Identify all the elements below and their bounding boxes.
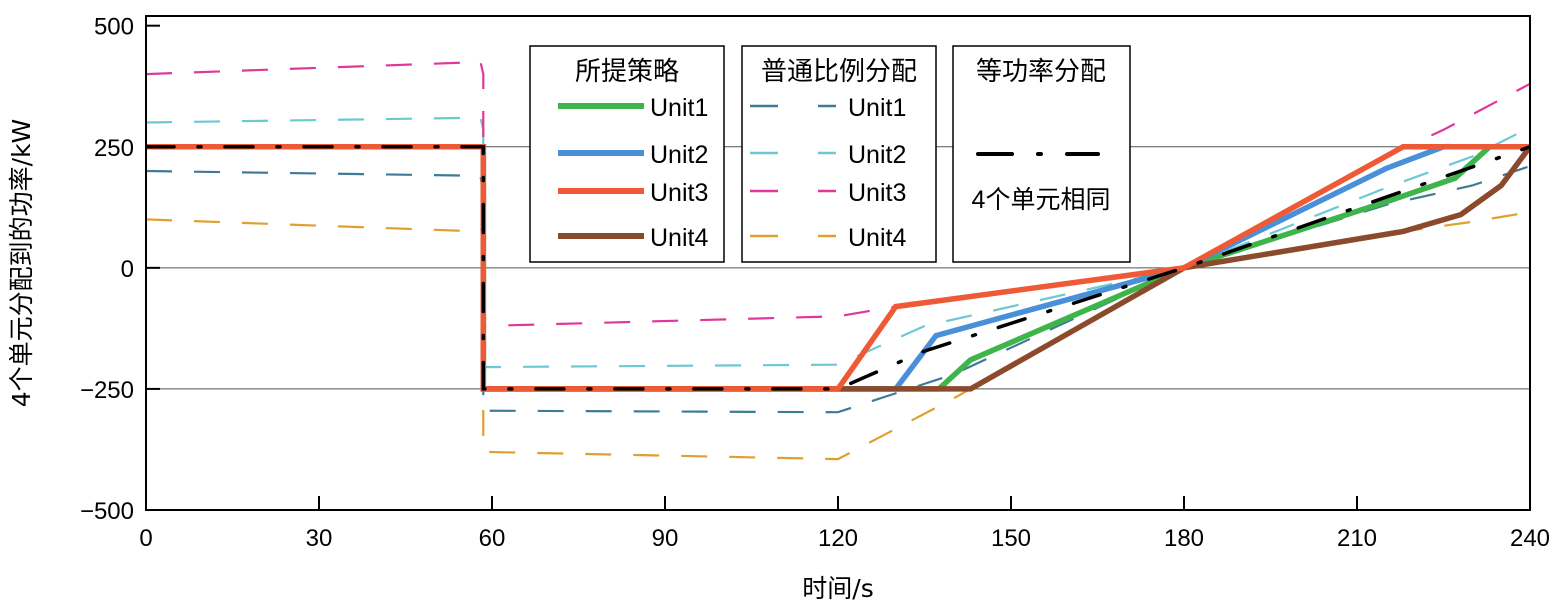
series-line-1: [146, 116, 1530, 369]
series-line-2: [146, 60, 1530, 328]
y-tick-label-3: 250: [94, 135, 134, 162]
series-layer: [146, 60, 1530, 461]
series-line-7: [146, 144, 1530, 392]
legend-label-0-0: Unit1: [650, 94, 708, 122]
legend-title-2: 等功率分配: [976, 57, 1106, 87]
legend-title-0: 所提策略: [575, 57, 679, 87]
x-tick-label-5: 150: [991, 525, 1031, 552]
x-tick-label-0: 0: [139, 525, 152, 552]
y-axis-label: 4个单元分配到的功率/kW: [7, 119, 36, 408]
legend-label-0-1: Unit2: [650, 141, 708, 169]
legend-label-0-2: Unit3: [650, 179, 708, 207]
x-tick-label-3: 90: [652, 525, 679, 552]
legend-label-1-1: Unit2: [848, 141, 906, 169]
x-tick-label-2: 60: [479, 525, 506, 552]
axis-ticks: [145, 24, 1531, 511]
x-axis-label: 时间/s: [802, 574, 873, 603]
series-line-8: [146, 145, 1530, 391]
y-tick-label-4: 500: [94, 14, 134, 41]
y-tick-label-1: −250: [80, 377, 134, 404]
legend-title-1: 普通比例分配: [761, 57, 917, 87]
plot-area: [146, 60, 1530, 461]
x-tick-label-6: 180: [1164, 525, 1204, 552]
legend-label-1-3: Unit4: [848, 224, 906, 252]
legend-label-0-3: Unit4: [650, 224, 708, 252]
x-tick-label-8: 240: [1510, 525, 1550, 552]
x-tick-label-7: 210: [1337, 525, 1377, 552]
x-tick-label-4: 120: [818, 525, 858, 552]
legend-label-1-0: Unit1: [848, 94, 906, 122]
legend-label-2-0: 4个单元相同: [972, 186, 1111, 214]
x-tick-label-1: 30: [306, 525, 333, 552]
y-tick-label-0: −500: [80, 498, 134, 525]
legend: 所提策略 Unit1 Unit2 Unit3 Unit4 普通比例分配 Unit1 Unit2…: [529, 45, 1131, 263]
legend-label-1-2: Unit3: [848, 179, 906, 207]
y-tick-label-2: 0: [121, 256, 134, 283]
axis-tick-labels: 0 30 60 90 120 150 180 210 240 −500 −250 0 250 500: [80, 14, 1550, 552]
